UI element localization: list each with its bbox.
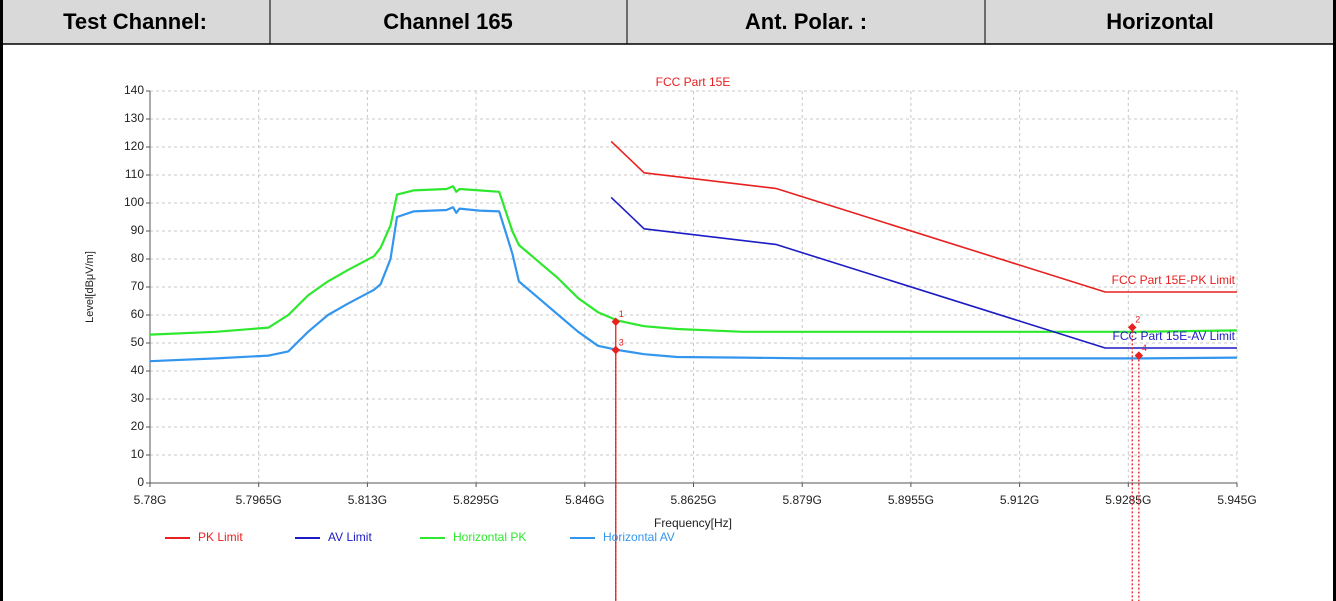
y-axis-label: Level[dBμV/m] bbox=[84, 251, 96, 323]
marker-label: 1 bbox=[619, 309, 624, 319]
header-bg bbox=[0, 0, 1336, 44]
marker-label: 4 bbox=[1142, 343, 1147, 353]
y-tick-label: 10 bbox=[131, 447, 145, 461]
y-tick-label: 100 bbox=[124, 195, 144, 209]
y-tick-label: 20 bbox=[131, 419, 145, 433]
marker bbox=[1128, 323, 1137, 332]
y-tick-label: 110 bbox=[125, 167, 144, 181]
y-tick-label: 140 bbox=[124, 83, 144, 97]
x-tick-label: 5.78G bbox=[134, 493, 167, 507]
legend-label: PK Limit bbox=[198, 530, 243, 544]
x-tick-label: 5.945G bbox=[1217, 493, 1256, 507]
x-tick-label: 5.7965G bbox=[236, 493, 282, 507]
y-tick-label: 40 bbox=[131, 363, 145, 377]
chart-title: FCC Part 15E bbox=[656, 75, 731, 89]
marker bbox=[611, 317, 621, 326]
y-tick-label: 50 bbox=[131, 335, 145, 349]
x-tick-label: 5.912G bbox=[1000, 493, 1039, 507]
series-line bbox=[149, 185, 1238, 336]
limit-annotation: FCC Part 15E-PK Limit bbox=[1112, 273, 1236, 287]
series-line bbox=[610, 140, 1237, 293]
legend-label: AV Limit bbox=[328, 530, 372, 544]
legend-label: Horizontal PK bbox=[453, 530, 526, 544]
marker-label: 3 bbox=[619, 337, 624, 347]
header-cell: Channel 165 bbox=[383, 9, 513, 34]
marker bbox=[1134, 351, 1144, 360]
y-tick-label: 60 bbox=[131, 307, 145, 321]
x-tick-label: 5.8955G bbox=[888, 493, 934, 507]
x-axis-label: Frequency[Hz] bbox=[654, 516, 732, 530]
header-cell: Horizontal bbox=[1106, 9, 1214, 34]
x-tick-label: 5.813G bbox=[348, 493, 387, 507]
x-tick-label: 5.879G bbox=[783, 493, 822, 507]
series-line bbox=[149, 206, 1238, 363]
y-tick-label: 120 bbox=[124, 139, 144, 153]
header-cell: Ant. Polar. : bbox=[745, 9, 867, 34]
frame-left bbox=[0, 0, 3, 601]
frame-right bbox=[1333, 0, 1336, 601]
marker-label: 2 bbox=[1135, 315, 1140, 325]
y-tick-label: 0 bbox=[137, 475, 144, 489]
y-tick-label: 70 bbox=[131, 279, 145, 293]
y-tick-label: 130 bbox=[124, 111, 144, 125]
x-tick-label: 5.8625G bbox=[670, 493, 716, 507]
y-tick-label: 90 bbox=[131, 223, 145, 237]
header-cell: Test Channel: bbox=[63, 9, 207, 34]
x-tick-label: 5.9285G bbox=[1105, 493, 1151, 507]
y-tick-label: 80 bbox=[131, 251, 145, 265]
x-tick-label: 5.8295G bbox=[453, 493, 499, 507]
legend-label: Horizontal AV bbox=[603, 530, 675, 544]
y-tick-label: 30 bbox=[131, 391, 145, 405]
series-line bbox=[610, 196, 1237, 349]
marker bbox=[611, 345, 621, 355]
limit-annotation: FCC Part 15E-AV Limit bbox=[1113, 329, 1236, 343]
x-tick-label: 5.846G bbox=[565, 493, 604, 507]
